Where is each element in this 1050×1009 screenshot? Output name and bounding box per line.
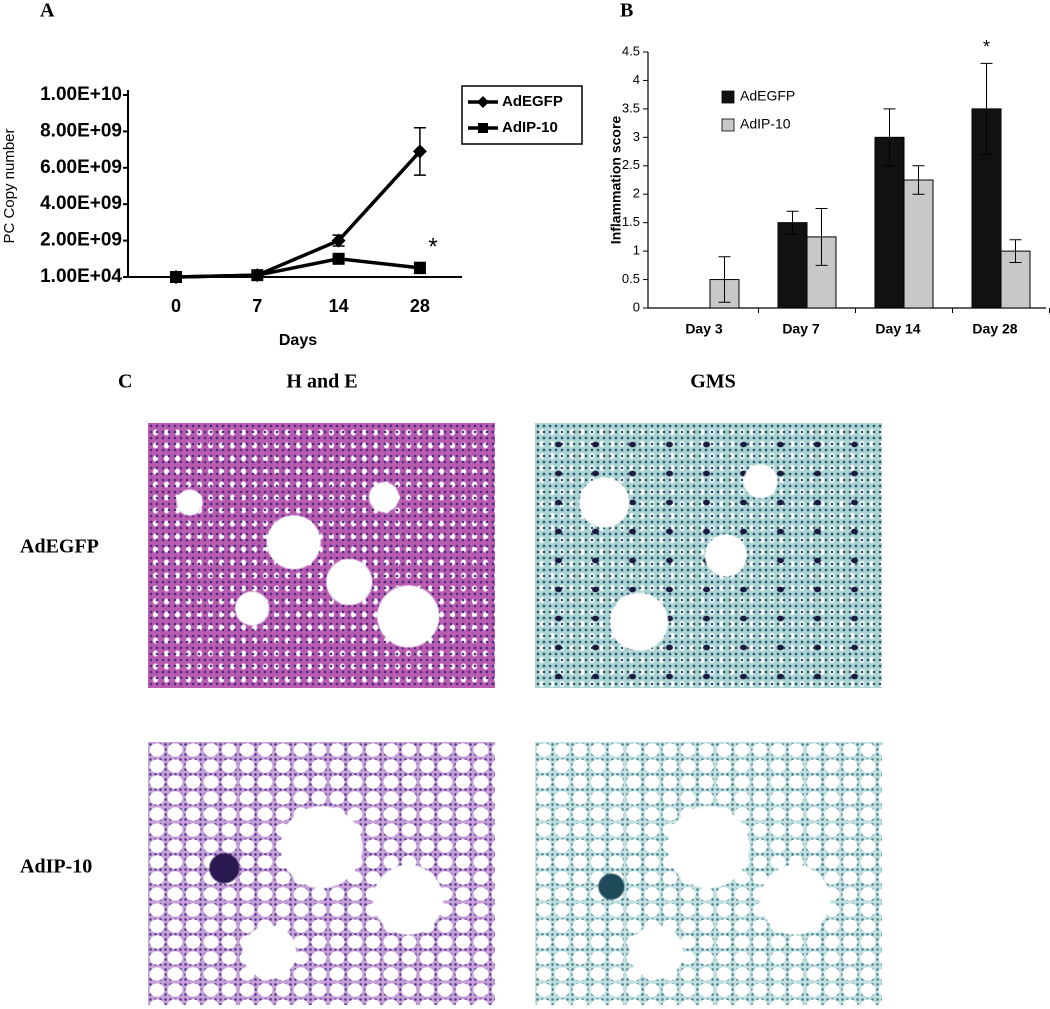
y-tick-label: 0	[633, 299, 640, 314]
y-tick-label: 1	[633, 243, 640, 258]
series-line	[175, 150, 422, 279]
error-bar	[980, 62, 993, 155]
error-bar	[786, 210, 799, 235]
x-tick-label: 14	[329, 296, 349, 316]
micrograph	[148, 423, 495, 688]
y-tick-label: 3	[633, 129, 640, 144]
y-tick-label: 2.00E+09	[40, 230, 122, 251]
marker	[332, 252, 345, 265]
marker	[412, 144, 427, 159]
x-tick-label: Day 28	[972, 321, 1017, 337]
x-tick-label: 0	[171, 296, 181, 316]
x-tick-label: Day 14	[875, 321, 920, 337]
micrograph	[535, 423, 882, 688]
y-tick-label: 2	[633, 186, 640, 201]
column-label: H and E	[286, 371, 357, 393]
annotation: *	[983, 37, 990, 57]
micrograph	[535, 742, 882, 1005]
y-tick-label: 1.00E+04	[40, 266, 122, 287]
y-tick-label: 4.5	[622, 43, 640, 58]
panel-label: A	[40, 0, 55, 22]
legend-label: AdIP-10	[502, 119, 558, 136]
y-tick-label: 1.5	[622, 214, 640, 229]
y-tick-label: 1.00E+10	[40, 84, 122, 105]
legend-swatch	[721, 90, 735, 104]
column-label: GMS	[690, 371, 736, 393]
row-label: AdEGFP	[20, 536, 99, 558]
bar	[777, 222, 808, 309]
marker	[170, 271, 182, 283]
bar	[903, 179, 934, 309]
row-label: AdIP-10	[20, 856, 92, 878]
error-bar	[883, 108, 896, 167]
panel-label: C	[118, 371, 132, 393]
legend-label: AdEGFP	[740, 88, 795, 104]
series-line	[175, 257, 421, 279]
error-bar	[1009, 239, 1022, 263]
y-tick-label: 4	[633, 72, 640, 87]
x-tick-label: Day 7	[782, 321, 820, 337]
y-tick-label: 2.5	[622, 157, 640, 172]
y-tick-label: 3.5	[622, 100, 640, 115]
error-bar	[815, 207, 828, 266]
legend-box	[461, 85, 583, 145]
x-tick-label: 7	[252, 296, 262, 316]
y-axis-label: Inflammation score	[608, 116, 624, 245]
panel-label: B	[620, 0, 633, 22]
legend-marker	[477, 96, 489, 108]
legend-label: AdIP-10	[740, 116, 791, 132]
legend-swatch	[721, 118, 735, 132]
annotation: *	[428, 233, 437, 260]
y-tick-label: 6.00E+09	[40, 157, 122, 178]
y-tick-label: 0.5	[622, 271, 640, 286]
y-tick-label: 4.00E+09	[40, 193, 122, 214]
y-axis-label: PC Copy number	[1, 128, 18, 243]
y-tick-label: 8.00E+09	[40, 120, 122, 141]
error-bar	[912, 165, 925, 195]
legend-marker	[478, 123, 488, 133]
x-axis-label: Days	[279, 332, 317, 349]
legend-label: AdEGFP	[502, 93, 563, 110]
x-tick-label: Day 3	[685, 321, 723, 337]
x-tick-label: 28	[410, 296, 430, 316]
bar	[1000, 250, 1031, 309]
marker	[413, 261, 426, 274]
marker	[331, 233, 346, 248]
error-bar	[718, 256, 731, 303]
micrograph	[148, 742, 495, 1005]
marker	[251, 269, 264, 282]
